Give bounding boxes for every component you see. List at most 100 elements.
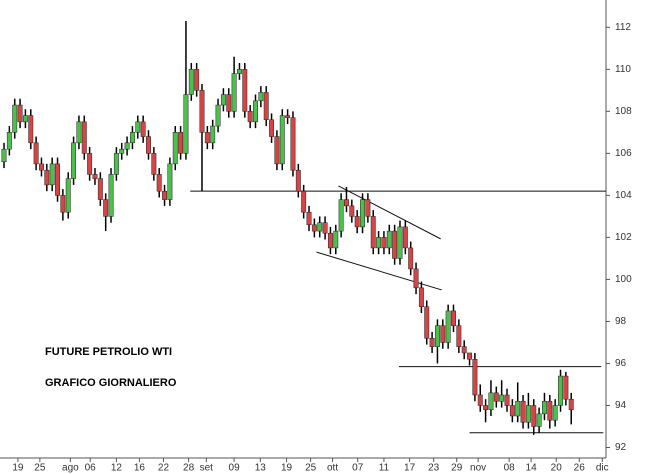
candle-body — [226, 94, 232, 112]
candle-body — [146, 136, 151, 154]
candle-body — [242, 69, 248, 112]
candle-body — [445, 310, 451, 343]
candle-body — [92, 174, 98, 179]
candle-body — [119, 148, 125, 154]
candle-body — [568, 398, 574, 410]
candle-body — [210, 125, 216, 144]
candle-body — [413, 268, 419, 289]
x-tick-label: 08 — [504, 463, 516, 474]
candle-body — [381, 237, 387, 249]
candle-body — [274, 136, 280, 165]
candle-body — [520, 401, 526, 423]
candle-body — [285, 115, 291, 118]
candle-body — [28, 115, 34, 144]
candle-body — [327, 232, 333, 249]
annotation: FUTURE PETROLIO WTI — [45, 346, 172, 358]
candle-body — [55, 163, 60, 196]
candle-body — [220, 94, 226, 106]
candle-body — [418, 287, 424, 307]
candle-body — [237, 69, 242, 74]
candle-body — [322, 222, 328, 234]
candle-body — [306, 211, 312, 226]
x-tick-label: 26 — [574, 463, 586, 474]
candle-body — [525, 405, 531, 423]
candle-body — [279, 115, 285, 165]
candle-body — [60, 195, 66, 213]
y-tick-label: 110 — [615, 64, 631, 75]
candle-body — [113, 153, 119, 175]
candle-body — [397, 226, 403, 259]
x-tick-label: 19 — [281, 463, 293, 474]
candle-body — [178, 132, 184, 154]
candle-body — [39, 163, 44, 171]
x-tick-label: 25 — [34, 463, 46, 474]
candle-body — [103, 199, 109, 217]
candle-body — [344, 199, 349, 207]
candle-body — [1, 148, 7, 163]
candle-body — [536, 413, 542, 427]
y-tick-label: 100 — [615, 274, 632, 285]
candle-body — [461, 346, 467, 354]
candle-body — [467, 352, 472, 360]
candle-body — [515, 401, 521, 417]
candle-body — [354, 216, 360, 228]
y-tick-label: 96 — [615, 358, 627, 369]
candle-body — [167, 163, 173, 200]
x-tick-label: ago — [62, 463, 79, 474]
candle-body — [349, 205, 355, 217]
candle-body — [499, 394, 505, 402]
candle-body — [49, 163, 55, 186]
candle-body — [22, 115, 28, 123]
trend-line — [316, 251, 442, 291]
candle-body — [162, 190, 167, 200]
candle-body — [547, 401, 553, 421]
candle-body — [429, 337, 435, 347]
x-tick-label: 09 — [229, 463, 241, 474]
candle-body — [97, 178, 103, 200]
candle-body — [140, 121, 146, 137]
candle-body — [301, 190, 307, 213]
candle-body — [552, 405, 558, 421]
candle-body — [81, 121, 87, 154]
x-tick-label: 17 — [404, 463, 416, 474]
candle-body — [434, 325, 440, 347]
candle-body — [392, 230, 398, 259]
x-tick-label: 07 — [352, 463, 364, 474]
candle-body — [204, 132, 210, 144]
candle-body — [451, 310, 456, 326]
y-tick-label: 106 — [615, 148, 632, 159]
candle-body — [65, 178, 71, 213]
candle-body — [509, 405, 515, 417]
candle-body — [456, 325, 462, 347]
candle-body — [402, 226, 408, 249]
candle-body — [151, 153, 157, 175]
y-tick-label: 92 — [615, 442, 627, 453]
x-tick-label: 11 — [379, 463, 390, 474]
candle-body — [290, 117, 296, 171]
x-tick-label: nov — [470, 463, 486, 474]
candle-body — [338, 199, 344, 232]
candle-body — [253, 100, 258, 123]
candle-body — [71, 142, 77, 179]
candle-body — [12, 104, 18, 133]
candle-body — [44, 169, 50, 186]
x-tick-label: set — [200, 463, 214, 474]
x-tick-label: 29 — [451, 463, 463, 474]
candle-body — [386, 230, 392, 249]
candle-body — [194, 69, 200, 91]
candle-body — [156, 174, 162, 192]
y-tick-label: 104 — [615, 190, 632, 201]
y-tick-label: 94 — [615, 400, 627, 411]
candle-body — [333, 230, 339, 249]
candle-body — [493, 392, 499, 402]
x-tick-label: 22 — [158, 463, 170, 474]
x-tick-label: 25 — [305, 463, 317, 474]
x-tick-label: 19 — [12, 463, 24, 474]
candle-body — [247, 111, 253, 123]
candle-body — [376, 237, 382, 249]
x-tick-label: 20 — [551, 463, 563, 474]
candle-body — [365, 199, 371, 217]
candle-body — [295, 169, 301, 192]
candle-body — [488, 392, 494, 410]
